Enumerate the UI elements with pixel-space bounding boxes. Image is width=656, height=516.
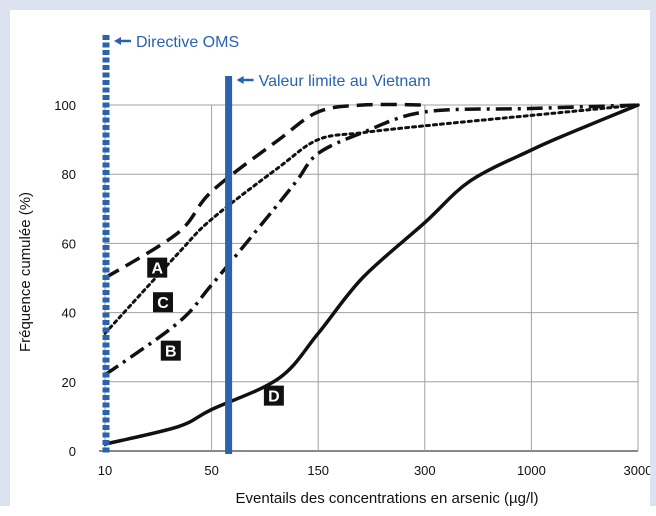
series-line-b <box>103 103 639 377</box>
series-label-box-c <box>152 292 173 313</box>
y-tick-label-80: 80 <box>62 167 76 182</box>
y-tick-label-100: 100 <box>54 98 76 113</box>
series-label-box-d <box>263 385 284 406</box>
series-line-c <box>103 103 640 335</box>
x-tick-label-3000: 3000 <box>624 463 650 478</box>
x-tick-label-1000: 1000 <box>517 463 546 478</box>
chart-grid <box>99 104 639 452</box>
x-tick-label-150: 150 <box>307 463 329 478</box>
series-label-c: C <box>157 295 169 312</box>
x-tick-labels: 10 50 150 300 1000 3000 <box>98 463 650 478</box>
y-axis-label: Fréquence cumulée (%) <box>17 192 34 352</box>
series-labels: A B C D <box>147 257 284 406</box>
annotation-arrow-head-1 <box>114 37 121 45</box>
series-label-b: B <box>165 344 177 361</box>
x-tick-label-10: 10 <box>98 463 112 478</box>
x-tick-label-300: 300 <box>414 463 436 478</box>
x-axis-label: Eventails des concentrations en arsenic … <box>236 490 539 507</box>
series-label-a: A <box>151 261 163 278</box>
annotation-label-1: Directive OMS <box>136 34 239 51</box>
annotation-label-2: Valeur limite au Vietnam <box>259 73 431 90</box>
series-line-a <box>104 102 425 280</box>
series-label-box-a <box>147 257 168 278</box>
y-tick-label-60: 60 <box>62 236 76 251</box>
y-tick-label-40: 40 <box>62 306 76 321</box>
series-label-box-b <box>160 340 181 361</box>
series-label-d: D <box>268 389 280 406</box>
y-tick-label-0: 0 <box>69 444 76 459</box>
y-tick-label-20: 20 <box>62 375 76 390</box>
series-lines <box>103 102 640 446</box>
series-line-d <box>103 103 640 446</box>
chart: 0 20 40 60 80 100 10 50 150 300 1000 3000 Directiv… <box>17 34 650 507</box>
reference-lines: Directive OMS Valeur limite au Vietnam <box>102 34 431 454</box>
annotation-arrow-head-2 <box>236 76 244 84</box>
x-tick-label-50: 50 <box>204 463 218 478</box>
y-tick-labels: 0 20 40 60 80 100 <box>54 98 76 459</box>
